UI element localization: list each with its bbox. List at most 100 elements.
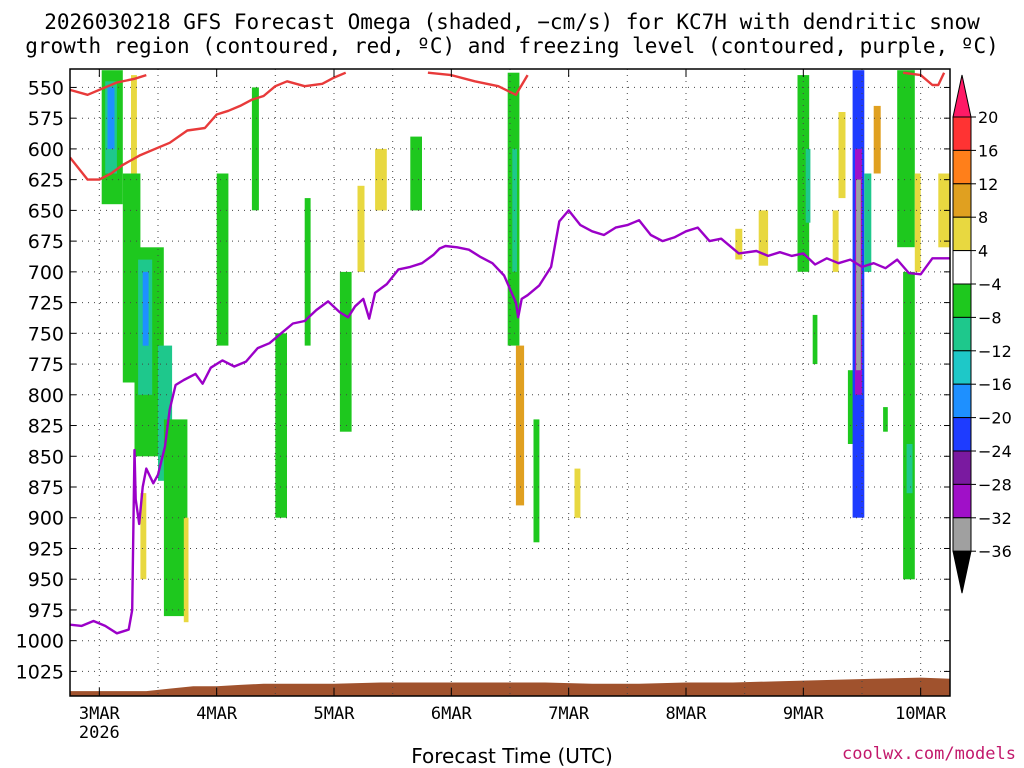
omega-cell xyxy=(883,407,888,432)
colorbar-label: −36 xyxy=(978,542,1012,561)
x-tick-label: 5MAR xyxy=(314,704,356,724)
colorbar-label: −24 xyxy=(978,442,1012,461)
y-tick-label: 1025 xyxy=(16,661,64,683)
colorbar-label: 20 xyxy=(978,108,998,127)
omega-cell xyxy=(357,185,365,272)
colorbar-segment xyxy=(952,149,972,185)
omega-cell xyxy=(304,198,311,346)
x-tick-label: 7MAR xyxy=(548,704,590,724)
omega-cell xyxy=(735,228,743,260)
omega-cell xyxy=(897,70,915,248)
chart-title-line1: 2026030218 GFS Forecast Omega (shaded, −… xyxy=(44,10,980,34)
colorbar-label: 12 xyxy=(978,175,998,194)
omega-cell xyxy=(163,419,188,617)
x-tick-label: 9MAR xyxy=(783,704,825,724)
omega-cell xyxy=(251,87,259,211)
y-tick-label: 700 xyxy=(28,262,64,284)
y-tick-label: 750 xyxy=(28,323,64,345)
contour-line xyxy=(70,71,347,181)
y-tick-label: 950 xyxy=(28,569,64,591)
colorbar-segment xyxy=(952,350,972,385)
omega-cell xyxy=(107,87,115,149)
omega-cell xyxy=(216,173,229,346)
omega-cell xyxy=(339,271,352,432)
omega-cell xyxy=(864,173,872,272)
omega-cell xyxy=(533,419,540,543)
omega-cell xyxy=(183,517,189,623)
x-tick-label: 8MAR xyxy=(666,704,708,724)
omega-cell xyxy=(758,210,769,266)
colorbar-segment xyxy=(952,483,972,519)
contour-line xyxy=(70,209,950,635)
omega-cell xyxy=(838,112,846,199)
colorbar-segment xyxy=(952,116,972,151)
plot-frame xyxy=(69,68,951,697)
x-tick-label: 3MAR xyxy=(79,704,121,724)
x-tick-sublabel: 2026 xyxy=(79,723,120,743)
omega-cell xyxy=(856,179,861,371)
omega-shading xyxy=(101,70,950,623)
omega-cell xyxy=(847,370,855,444)
y-tick-label: 725 xyxy=(28,293,64,315)
axes: 550 575 600 625 650 675 700 725 750 775 800 825 850 8… xyxy=(16,68,951,743)
colorbar-label: −4 xyxy=(978,275,1002,294)
contour-line xyxy=(427,71,529,96)
omega-cell xyxy=(873,105,881,174)
omega-cell xyxy=(903,271,915,580)
colorbar-segment xyxy=(952,517,972,552)
omega-cell xyxy=(275,333,287,518)
credit-link[interactable]: coolwx.com/models xyxy=(842,744,1016,764)
y-tick-label: 800 xyxy=(28,385,64,407)
colorbar-label: −8 xyxy=(978,308,1002,327)
colorbar-label: −12 xyxy=(978,342,1012,361)
colorbar: 20 16 12 8 4 −4 −8 −12 −16 −20 −24 −28 −32 −36 xyxy=(952,74,1012,594)
colorbar-label: −20 xyxy=(978,409,1012,428)
colorbar-segment xyxy=(952,417,972,452)
colorbar-segment xyxy=(952,250,972,285)
omega-cell xyxy=(574,468,581,518)
colorbar-label: −16 xyxy=(978,375,1012,394)
x-axis-label: Forecast Time (UTC) xyxy=(411,744,613,768)
omega-cell xyxy=(805,148,811,223)
omega-cell xyxy=(131,75,137,174)
colorbar-segment xyxy=(952,283,972,318)
colorbar-segment xyxy=(952,74,972,118)
colorbar-segment xyxy=(952,550,972,594)
y-tick-label: 875 xyxy=(28,477,64,499)
colorbar-segment xyxy=(952,316,972,352)
omega-cell xyxy=(140,493,147,580)
y-tick-label: 575 xyxy=(28,108,64,130)
colorbar-label: 16 xyxy=(978,141,998,160)
omega-cell xyxy=(906,444,913,494)
colorbar-label: 8 xyxy=(978,208,988,227)
y-tick-label: 900 xyxy=(28,508,64,530)
colorbar-label: −28 xyxy=(978,475,1012,494)
omega-cell xyxy=(375,148,387,211)
terrain xyxy=(70,677,950,696)
x-tick-label: 6MAR xyxy=(431,704,473,724)
contour-line xyxy=(70,73,147,96)
y-tick-label: 675 xyxy=(28,231,64,253)
y-tick-label: 1000 xyxy=(16,631,64,653)
omega-cell xyxy=(914,173,921,272)
omega-cell xyxy=(832,210,839,272)
y-tick-label: 975 xyxy=(28,600,64,622)
y-tick-label: 825 xyxy=(28,416,64,438)
omega-cell xyxy=(142,271,149,346)
x-tick-label: 10MAR xyxy=(895,704,947,724)
colorbar-label: 4 xyxy=(978,242,988,261)
chart-title-line2: growth region (contoured, red, ºC) and f… xyxy=(25,34,999,58)
colorbar-segment xyxy=(952,216,972,252)
y-tick-label: 775 xyxy=(28,354,64,376)
omega-cell xyxy=(797,75,810,272)
colorbar-segment xyxy=(952,383,972,419)
terrain-surface xyxy=(70,677,950,696)
y-tick-label: 850 xyxy=(28,446,64,468)
colorbar-segment xyxy=(952,450,972,485)
contour-line xyxy=(902,71,946,87)
y-tick-label: 600 xyxy=(28,139,64,161)
omega-cell xyxy=(410,136,422,211)
y-tick-label: 550 xyxy=(28,77,64,99)
y-tick-label: 650 xyxy=(28,200,64,222)
